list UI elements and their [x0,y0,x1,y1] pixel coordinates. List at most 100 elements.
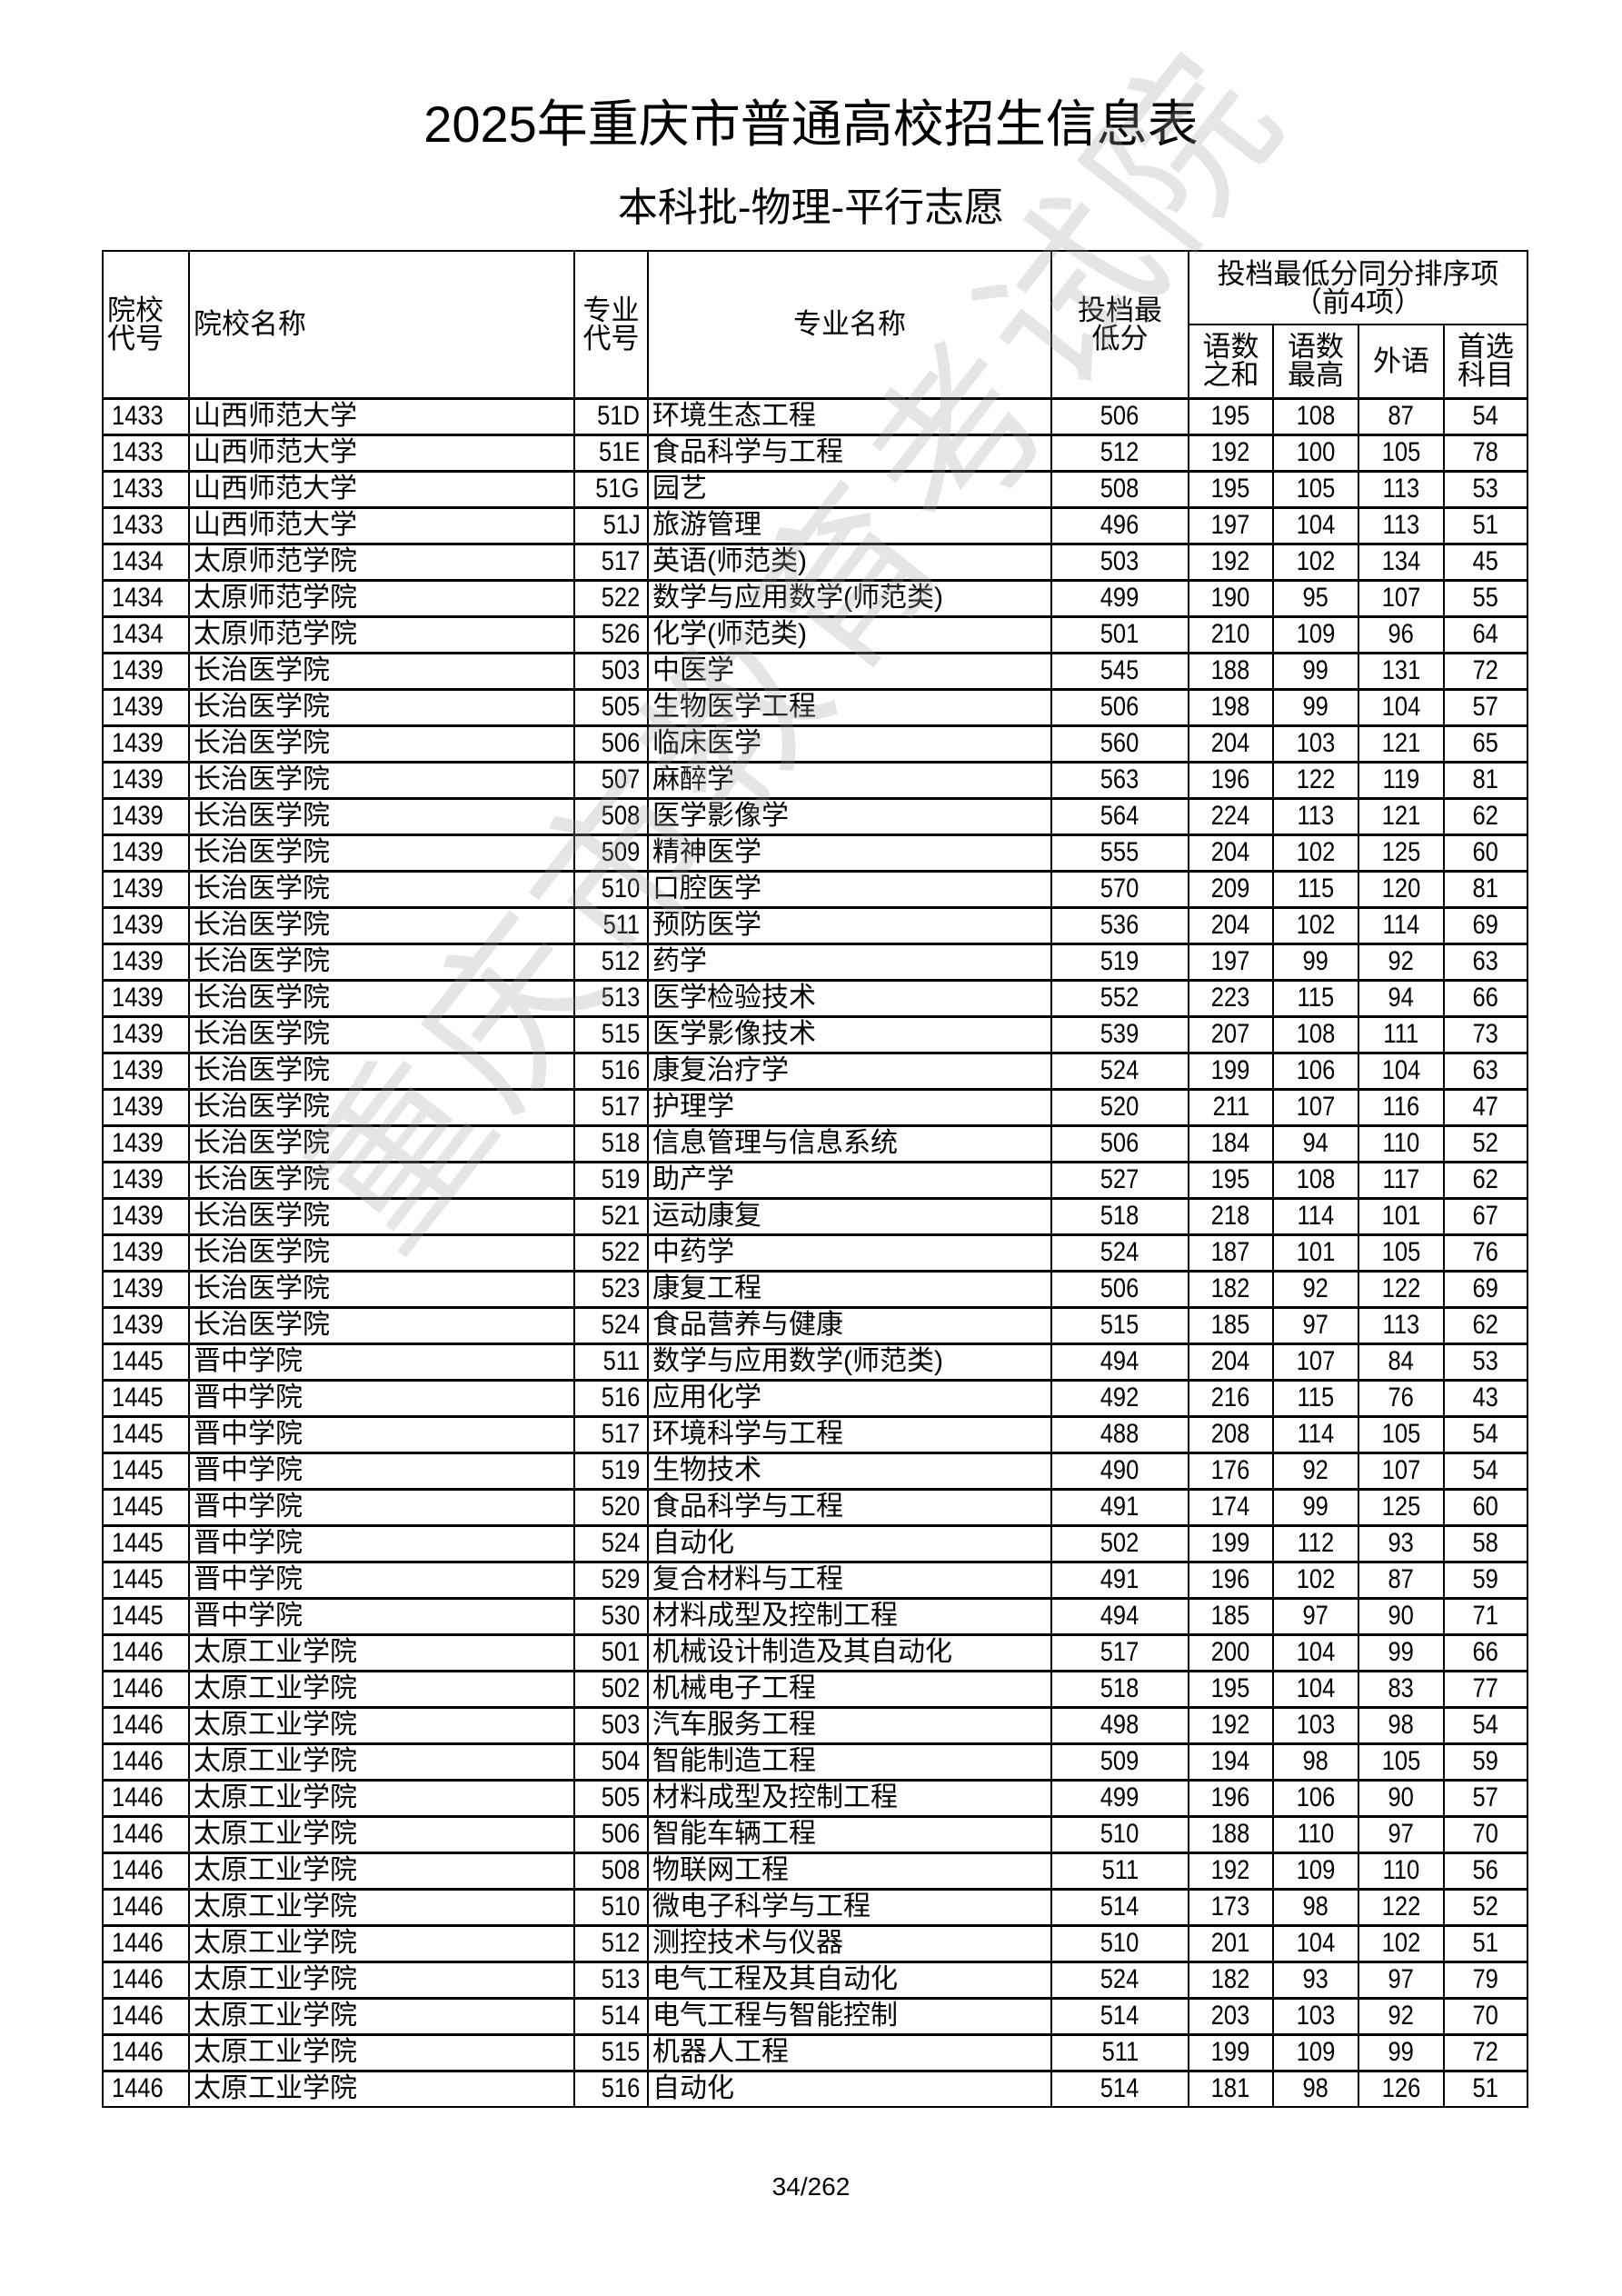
school-name-text: 长治医学院 [194,1055,330,1085]
first-subject-text: 62 [1472,1310,1499,1340]
foreign-language-text: 94 [1388,983,1415,1013]
chinese-math-max-text: 99 [1302,692,1329,722]
first-subject-text: 71 [1472,1601,1499,1631]
major-code-text: 513 [601,983,641,1013]
school-name-text: 长治医学院 [194,692,330,722]
cell-chinese-math-max: 103 [1272,724,1359,763]
cell-chinese-math-max: 98 [1272,1742,1359,1781]
school-code-text: 1439 [112,801,164,831]
cell-min-score: 499 [1050,578,1189,617]
cell-school-code: 1445 [102,1596,190,1635]
school-code-text: 1445 [112,1419,164,1449]
school-name-text: 山西师范大学 [194,401,357,431]
cell-major-name: 食品科学与工程 [647,433,1052,472]
cell-school-code: 1439 [102,1305,190,1344]
cell-min-score: 515 [1050,1305,1189,1344]
cell-chinese-math-sum: 197 [1188,505,1274,544]
cell-min-score: 539 [1050,1014,1189,1053]
cell-chinese-math-sum: 192 [1188,1851,1274,1890]
school-code-text: 1439 [112,1092,164,1122]
foreign-language-text: 83 [1388,1673,1415,1703]
table-row: 1446 太原工业学院 516 自动化 514 181 98 126 51 [102,2069,1528,2108]
min-score-text: 564 [1100,801,1139,831]
major-code-text: 530 [601,1601,641,1631]
foreign-language-text: 97 [1388,1819,1415,1849]
cell-major-name: 医学检验技术 [647,978,1052,1017]
cell-foreign-language: 107 [1358,1451,1445,1490]
chinese-math-sum-text: 184 [1211,1128,1250,1158]
major-code-text: 506 [601,1819,641,1849]
major-name-text: 测控技术与仪器 [652,1928,843,1958]
cell-min-score: 511 [1050,1851,1189,1890]
cell-first-subject: 53 [1443,469,1528,508]
cell-major-code: 501 [573,1632,649,1672]
school-name-text: 太原工业学院 [194,2037,357,2067]
cell-major-name: 旅游管理 [647,505,1052,544]
first-subject-text: 52 [1472,1128,1499,1158]
cell-foreign-language: 110 [1358,1123,1445,1163]
major-code-text: 510 [601,873,641,903]
chinese-math-sum-text: 173 [1211,1892,1250,1922]
school-name-text: 太原工业学院 [194,1746,357,1776]
cell-chinese-math-sum: 204 [1188,724,1274,763]
cell-major-code: 502 [573,1669,649,1708]
cell-major-code: 522 [573,1233,649,1272]
table-row: 1439 长治医学院 521 运动康复 518 218 114 101 67 [102,1196,1528,1235]
cell-min-score: 518 [1050,1196,1189,1235]
min-score-text: 511 [1101,1855,1139,1885]
school-code-text: 1439 [112,837,164,867]
cell-first-subject: 54 [1443,1414,1528,1453]
cell-school-code: 1446 [102,1778,190,1817]
school-code-text: 1445 [112,1346,164,1376]
cell-min-score: 514 [1050,1887,1189,1926]
cell-first-subject: 51 [1443,505,1528,544]
table-row: 1439 长治医学院 505 生物医学工程 506 198 99 104 57 [102,687,1528,726]
cell-foreign-language: 116 [1358,1087,1445,1126]
school-code-text: 1446 [112,2037,164,2067]
chinese-math-max-text: 99 [1302,946,1329,976]
first-subject-text: 64 [1472,619,1499,649]
table-row: 1434 太原师范学院 517 英语(师范类) 503 192 102 134 45 [102,542,1528,581]
major-name-text: 信息管理与信息系统 [652,1128,898,1158]
school-name-text: 长治医学院 [194,1310,330,1340]
cell-foreign-language: 134 [1358,542,1445,581]
cell-major-code: 515 [573,1014,649,1053]
cell-foreign-language: 104 [1358,1051,1445,1090]
min-score-text: 518 [1100,1673,1139,1703]
cell-chinese-math-sum: 182 [1188,1960,1274,1999]
chinese-math-max-text: 110 [1297,1819,1335,1849]
cell-foreign-language: 113 [1358,505,1445,544]
cell-foreign-language: 105 [1358,1414,1445,1453]
cell-school-name: 长治医学院 [188,905,575,944]
cell-school-name: 晋中学院 [188,1523,575,1562]
table-row: 1446 太原工业学院 512 测控技术与仪器 510 201 104 102 51 [102,1923,1528,1962]
major-name-text: 药学 [652,946,707,976]
chinese-math-sum-text: 194 [1211,1746,1250,1776]
major-name-text: 数学与应用数学(师范类) [652,583,943,613]
school-code-text: 1445 [112,1383,164,1413]
chinese-math-sum-text: 211 [1212,1092,1249,1122]
chinese-math-sum-text: 182 [1211,1964,1250,1994]
cell-school-code: 1446 [102,2069,190,2108]
cell-major-name: 食品营养与健康 [647,1305,1052,1344]
cell-min-score: 552 [1050,978,1189,1017]
min-score-text: 506 [1100,401,1139,431]
major-code-text: 501 [601,1637,641,1667]
cell-first-subject: 54 [1443,1451,1528,1490]
chinese-math-max-text: 122 [1296,764,1336,794]
first-subject-text: 54 [1472,1710,1499,1740]
major-code-text: 511 [602,910,641,940]
cell-first-subject: 60 [1443,1487,1528,1526]
foreign-language-text: 110 [1382,1128,1420,1158]
chinese-math-max-text: 102 [1296,837,1336,867]
first-subject-text: 73 [1472,1019,1499,1049]
foreign-language-text: 121 [1381,728,1421,758]
chinese-math-sum-text: 201 [1211,1928,1250,1958]
cell-chinese-math-sum: 209 [1188,869,1274,908]
foreign-language-text: 87 [1388,1564,1415,1594]
major-code-text: 508 [601,801,641,831]
cell-first-subject: 69 [1443,1269,1528,1308]
chinese-math-sum-text: 197 [1211,946,1250,976]
major-name-text: 口腔医学 [652,873,761,903]
cell-min-score: 506 [1050,1269,1189,1308]
